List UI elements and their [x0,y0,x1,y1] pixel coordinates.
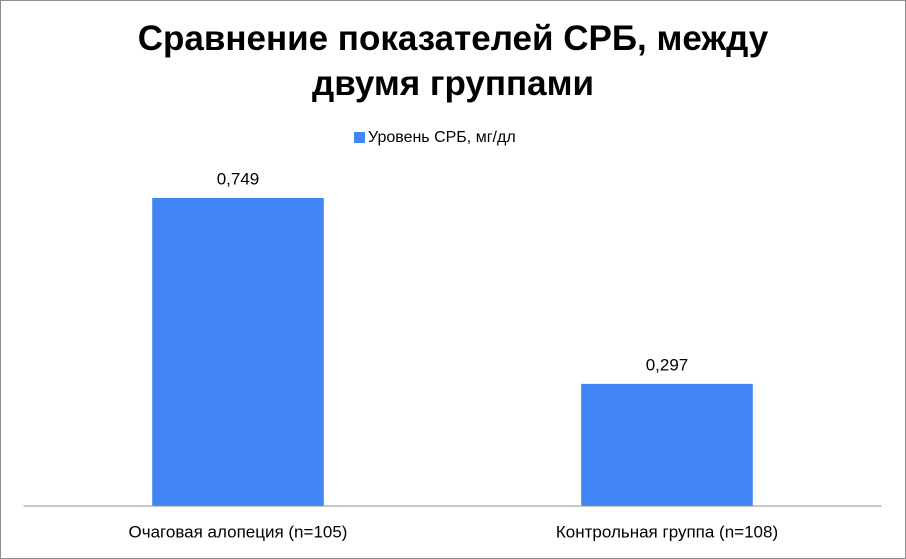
chart-title: Сравнение показателей СРБ, между двумя г… [137,19,769,103]
bar [152,197,324,506]
x-tick-label: Контрольная группа (n=108) [556,522,778,541]
x-tick-label: Очаговая алопеция (n=105) [129,522,348,541]
data-label: 0,749 [217,169,260,188]
data-label: 0,297 [646,355,689,374]
legend-swatch [354,132,365,143]
legend-label: Уровень СРБ, мг/дл [368,129,516,146]
bar [581,383,753,506]
